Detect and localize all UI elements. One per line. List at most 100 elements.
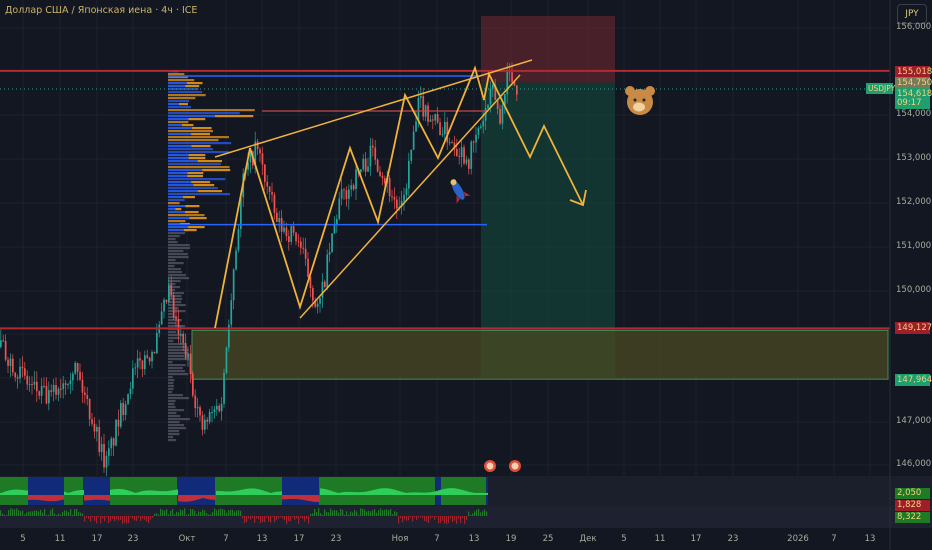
- oscillator-bar: [328, 490, 330, 495]
- volume-bar: [412, 516, 414, 522]
- volume-bar: [384, 509, 386, 516]
- oscillator-bar: [16, 489, 18, 495]
- volume-bar: [278, 516, 280, 519]
- volume-profile-bar: [168, 259, 176, 262]
- oscillator-bar: [294, 495, 296, 500]
- volume-bar: [438, 516, 440, 524]
- candle: [172, 295, 175, 318]
- oscillator-bar: [60, 495, 62, 501]
- candle: [232, 269, 235, 301]
- candle: [74, 362, 77, 374]
- volume-profile-bar: [184, 211, 199, 214]
- oscillator-bar: [4, 491, 6, 495]
- oscillator-bar: [418, 492, 420, 495]
- volume-profile-bar: [168, 340, 174, 343]
- volume-bar: [100, 516, 102, 524]
- candle: [441, 134, 444, 136]
- volume-bar: [98, 516, 100, 518]
- volume-profile-bar: [168, 193, 231, 196]
- volume-bar: [276, 516, 278, 520]
- volume-bar: [454, 516, 456, 521]
- volume-profile-bar: [168, 295, 182, 298]
- volume-profile-bar: [168, 208, 176, 211]
- candle: [316, 303, 319, 307]
- oscillator-bar: [84, 495, 86, 501]
- candle: [374, 147, 377, 160]
- oscillator-bar: [438, 490, 440, 495]
- volume-bar: [108, 516, 110, 524]
- bear-eye: [633, 98, 637, 102]
- volume-bar: [342, 509, 344, 516]
- oscillator-bar: [48, 495, 50, 502]
- volume-profile-bar: [188, 226, 205, 229]
- oscillator-bar: [478, 492, 480, 495]
- oscillator-bar: [378, 488, 380, 495]
- candle: [100, 444, 103, 452]
- volume-bar: [176, 511, 178, 516]
- volume-bar: [22, 510, 24, 516]
- volume-bar: [446, 516, 448, 524]
- candle: [122, 403, 125, 416]
- candle: [364, 158, 367, 172]
- time-tick-label: 23: [127, 534, 139, 544]
- candle: [19, 366, 21, 379]
- volume-profile-bar: [168, 358, 190, 361]
- volume-bar: [74, 509, 76, 516]
- oscillator-bar: [88, 495, 90, 501]
- volume-profile-bar: [168, 286, 181, 289]
- bear-eye: [642, 98, 646, 102]
- candle: [2, 340, 5, 342]
- time-tick-label: 23: [727, 534, 739, 544]
- oscillator-bar: [432, 491, 434, 495]
- oscillator-bar: [362, 492, 364, 495]
- oscillator-bar: [198, 495, 200, 500]
- candle: [230, 300, 233, 325]
- oscillator-bar: [420, 492, 422, 495]
- oscillator-bar: [162, 491, 164, 495]
- oscillator-bar: [254, 488, 256, 495]
- candle: [216, 405, 218, 410]
- oscillator-bar: [454, 488, 456, 495]
- oscillator-bar: [486, 492, 488, 495]
- oscillator-bar: [436, 490, 438, 495]
- oscillator-bar: [476, 492, 478, 495]
- volume-bar: [328, 512, 330, 516]
- wedge-lower-line: [299, 74, 521, 319]
- currency-button[interactable]: JPY: [897, 4, 927, 24]
- volume-profile-bar: [168, 337, 180, 340]
- volume-bar: [316, 512, 318, 516]
- oscillator-bar: [194, 495, 196, 501]
- candle: [468, 159, 470, 169]
- volume-profile-bar: [168, 145, 192, 148]
- volume-bar: [26, 512, 28, 516]
- volume-bar: [394, 511, 396, 516]
- volume-bar: [432, 516, 434, 518]
- oscillator-bar: [482, 492, 484, 495]
- oscillator-bar: [234, 490, 236, 495]
- candle: [201, 415, 204, 430]
- volume-bar: [222, 509, 224, 516]
- oscillator-bar: [40, 495, 42, 501]
- volume-profile-bar: [168, 85, 186, 88]
- oscillator-bar: [36, 495, 38, 500]
- oscillator-bar: [24, 490, 26, 495]
- oscillator-bar: [56, 495, 58, 501]
- volume-profile-bar: [168, 370, 186, 373]
- candle: [271, 191, 273, 195]
- volume-bar: [256, 516, 258, 519]
- candle: [129, 388, 132, 395]
- candle: [96, 426, 98, 432]
- volume-bar: [180, 509, 182, 516]
- oscillator-bar: [358, 492, 360, 495]
- candle: [105, 455, 108, 468]
- oscillator-bar: [244, 489, 246, 495]
- oscillator-bar: [324, 489, 326, 495]
- volume-profile-bar: [168, 175, 188, 178]
- volume-bar: [400, 516, 402, 519]
- oscillator-bar: [302, 495, 304, 500]
- candle: [472, 141, 475, 143]
- oscillator-bar: [34, 495, 36, 500]
- oscillator-bar: [326, 489, 328, 495]
- candle: [16, 377, 19, 379]
